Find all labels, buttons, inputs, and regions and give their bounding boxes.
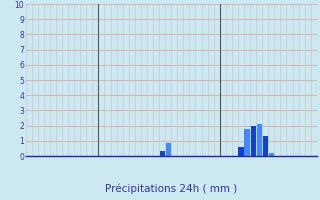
Bar: [244, 129, 250, 156]
Bar: [160, 151, 165, 156]
Bar: [165, 143, 171, 156]
Bar: [269, 153, 274, 156]
Bar: [251, 126, 256, 156]
Bar: [263, 136, 268, 156]
Bar: [238, 147, 244, 156]
Text: Précipitations 24h ( mm ): Précipitations 24h ( mm ): [105, 183, 237, 194]
Bar: [257, 124, 262, 156]
